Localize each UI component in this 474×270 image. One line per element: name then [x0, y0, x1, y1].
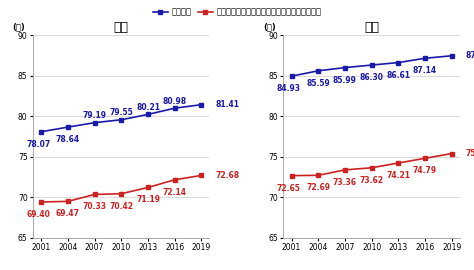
Line: 平均对命: 平均对命 [39, 102, 204, 134]
平均对命 [38, 130, 44, 133]
健康对命（日常生活に制限のない期間の平均） [315, 174, 321, 177]
平均对命 [199, 103, 204, 106]
Text: 72.68: 72.68 [215, 171, 239, 180]
Text: 85.99: 85.99 [333, 76, 357, 85]
Text: 80.98: 80.98 [163, 97, 187, 106]
Text: 71.19: 71.19 [136, 195, 160, 204]
Text: 87.45: 87.45 [465, 51, 474, 60]
Text: 74.21: 74.21 [386, 171, 410, 180]
平均对命 [342, 66, 348, 69]
健康对命（日常生活に制限のない期間の平均） [199, 174, 204, 177]
Text: 74.79: 74.79 [413, 166, 437, 175]
健康对命（日常生活に制限のない期間の平均） [145, 186, 151, 189]
Text: 81.41: 81.41 [215, 100, 239, 109]
Text: 73.62: 73.62 [360, 176, 383, 185]
Text: 72.14: 72.14 [163, 188, 187, 197]
健康对命（日常生活に制限のない期間の平均） [118, 192, 124, 195]
平均对命 [118, 118, 124, 122]
Text: 84.93: 84.93 [277, 84, 301, 93]
健康对命（日常生活に制限のない期間の平均） [65, 200, 71, 203]
Text: 72.69: 72.69 [306, 183, 330, 192]
Text: 79.55: 79.55 [109, 108, 133, 117]
Text: 75.38: 75.38 [465, 149, 474, 158]
健康对命（日常生活に制限のない期間の平均） [369, 166, 374, 169]
健康对命（日常生活に制限のない期間の平均） [395, 161, 401, 165]
Text: 80.21: 80.21 [136, 103, 160, 112]
健康对命（日常生活に制限のない期間の平均） [422, 157, 428, 160]
平均对命 [65, 126, 71, 129]
Line: 健康对命（日常生活に制限のない期間の平均）: 健康对命（日常生活に制限のない期間の平均） [289, 151, 454, 178]
Text: 69.47: 69.47 [56, 210, 80, 218]
健康对命（日常生活に制限のない期間の平均） [38, 200, 44, 204]
Y-axis label: (年): (年) [263, 22, 276, 31]
Legend: 平均对命, 健康对命（日常生活に制限のない期間の平均）: 平均对命, 健康对命（日常生活に制限のない期間の平均） [149, 4, 325, 20]
Text: 86.61: 86.61 [386, 70, 410, 80]
Text: 78.07: 78.07 [26, 140, 51, 149]
健康对命（日常生活に制限のない期間の平均） [342, 168, 348, 171]
Text: 85.59: 85.59 [306, 79, 330, 88]
Text: 70.42: 70.42 [109, 202, 133, 211]
Y-axis label: (年): (年) [13, 22, 26, 31]
健康对命（日常生活に制限のない期間の平均） [92, 193, 98, 196]
健康对命（日常生活に制限のない期間の平均） [172, 178, 178, 181]
Text: 78.64: 78.64 [56, 135, 80, 144]
Text: 70.33: 70.33 [82, 202, 107, 211]
健康对命（日常生活に制限のない期間の平均） [289, 174, 294, 177]
Line: 平均对命: 平均对命 [289, 53, 454, 79]
Text: 86.30: 86.30 [360, 73, 383, 82]
平均对命 [289, 75, 294, 78]
平均对命 [92, 121, 98, 124]
平均对命 [422, 57, 428, 60]
Text: 69.40: 69.40 [27, 210, 50, 219]
平均对命 [369, 63, 374, 67]
健康对命（日常生活に制限のない期間の平均） [449, 152, 455, 155]
Text: 73.36: 73.36 [333, 178, 357, 187]
Text: 79.19: 79.19 [82, 111, 107, 120]
Title: 女性: 女性 [364, 21, 379, 34]
Title: 男性: 男性 [114, 21, 129, 34]
Text: 87.14: 87.14 [413, 66, 437, 75]
Line: 健康对命（日常生活に制限のない期間の平均）: 健康对命（日常生活に制限のない期間の平均） [39, 173, 204, 204]
Text: 72.65: 72.65 [277, 184, 301, 193]
平均对命 [395, 61, 401, 64]
平均对命 [315, 69, 321, 72]
平均对命 [449, 54, 455, 57]
平均对命 [172, 107, 178, 110]
平均对命 [145, 113, 151, 116]
